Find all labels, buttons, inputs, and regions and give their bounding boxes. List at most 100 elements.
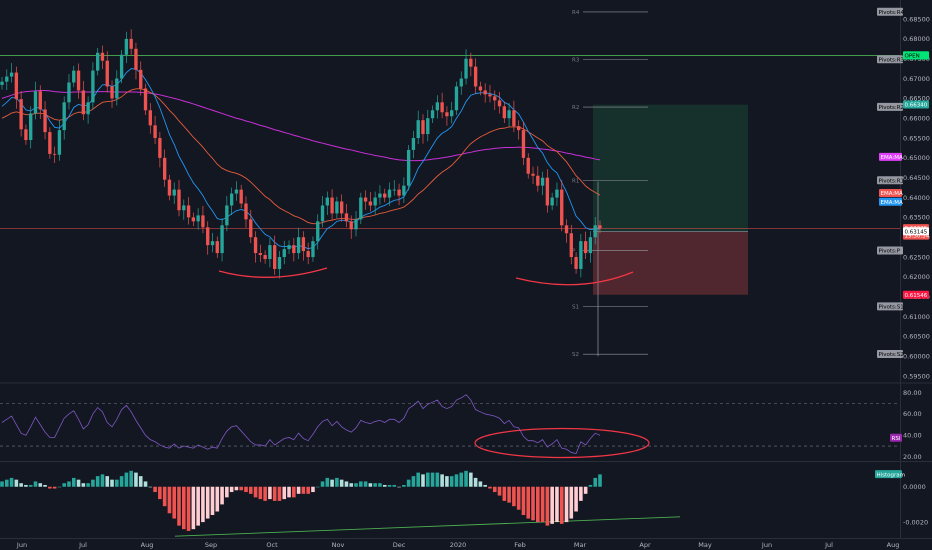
position-stop-zone[interactable] bbox=[593, 231, 748, 295]
price-tick-label: 0.67000 bbox=[903, 75, 930, 83]
candle bbox=[292, 238, 296, 262]
pivot-label-r3: R3 bbox=[572, 58, 580, 64]
candle-body bbox=[402, 185, 406, 196]
histogram-bar bbox=[38, 483, 43, 487]
rsi-tick-label: 80.00 bbox=[903, 389, 922, 397]
candle-body bbox=[191, 217, 196, 222]
date-label: Mar bbox=[574, 541, 587, 549]
candle-body bbox=[540, 177, 545, 186]
left-shoulder-curve[interactable] bbox=[218, 267, 328, 278]
candle bbox=[330, 189, 334, 221]
candle-body bbox=[249, 219, 253, 238]
date-label: Dec bbox=[393, 541, 406, 549]
time-axis[interactable]: Jun Jul Aug Sep Oct Nov Dec 2020 Feb Mar Apr May Jun… bbox=[16, 541, 899, 549]
candle-body bbox=[282, 249, 286, 258]
candle bbox=[86, 96, 90, 124]
candle bbox=[311, 236, 315, 262]
histogram-divergence-line[interactable] bbox=[174, 516, 681, 537]
candle bbox=[426, 109, 430, 142]
histogram-bar bbox=[325, 477, 330, 487]
candle-body bbox=[268, 245, 272, 260]
date-label: Aug bbox=[887, 541, 900, 549]
candle bbox=[564, 219, 569, 243]
indicator-tag: Histogram bbox=[875, 470, 905, 478]
rsi-tick-label: 60.00 bbox=[903, 410, 922, 418]
candle-body bbox=[507, 110, 511, 119]
date-label: Feb bbox=[514, 541, 526, 549]
candle-body bbox=[162, 157, 167, 180]
histogram-bar bbox=[435, 472, 440, 487]
candle bbox=[167, 174, 172, 201]
price-tick-label: 0.62000 bbox=[903, 273, 930, 281]
rsi-tick-label: 20.00 bbox=[903, 453, 922, 461]
candle bbox=[363, 190, 368, 210]
histogram-bar bbox=[354, 483, 358, 487]
candle bbox=[215, 236, 219, 258]
histogram-bar bbox=[454, 474, 459, 487]
candle bbox=[368, 191, 373, 212]
candle-body bbox=[81, 90, 86, 115]
histogram-bar bbox=[483, 484, 487, 487]
histogram-bar bbox=[459, 472, 464, 487]
histogram-bar bbox=[253, 486, 258, 498]
histogram-bar bbox=[296, 486, 301, 494]
candle-body bbox=[450, 110, 454, 117]
date-label: Sep bbox=[205, 541, 217, 549]
candle bbox=[258, 244, 263, 263]
histogram-bar bbox=[33, 481, 38, 487]
pivot-tag-s2: Pivots:S2 bbox=[877, 350, 904, 358]
candle bbox=[38, 85, 42, 120]
candle bbox=[536, 166, 540, 192]
candle bbox=[191, 212, 196, 227]
candle bbox=[421, 114, 425, 144]
histogram-bar bbox=[449, 476, 454, 487]
candle-body bbox=[320, 205, 325, 222]
long-position-box[interactable] bbox=[593, 104, 748, 295]
position-target-zone[interactable] bbox=[593, 104, 748, 232]
candle bbox=[239, 184, 243, 209]
rsi-divergence-circle[interactable] bbox=[474, 427, 650, 459]
histogram-bar bbox=[306, 486, 310, 494]
candle-body bbox=[311, 241, 315, 258]
candle bbox=[52, 146, 57, 164]
candle-body bbox=[134, 48, 138, 70]
histogram-bar bbox=[344, 481, 349, 487]
date-label: Jun bbox=[761, 541, 772, 549]
candle-body bbox=[526, 157, 530, 174]
candle bbox=[392, 180, 396, 196]
candle-body bbox=[387, 189, 392, 198]
candle bbox=[378, 185, 382, 205]
histogram-bar bbox=[244, 486, 248, 493]
candle-body bbox=[43, 109, 47, 133]
user-drawings[interactable] bbox=[174, 267, 681, 537]
candle-body bbox=[339, 201, 344, 214]
candle-body bbox=[38, 91, 42, 110]
candle bbox=[464, 49, 468, 85]
candle bbox=[33, 81, 38, 120]
histogram-bar bbox=[167, 486, 172, 514]
candle-body bbox=[574, 257, 578, 269]
histogram-bar bbox=[516, 486, 521, 510]
candle bbox=[560, 180, 564, 232]
candle bbox=[430, 105, 435, 123]
candle bbox=[339, 194, 344, 222]
pivot-tag-r2-text: Pivots:R2 bbox=[879, 105, 905, 111]
candle-body bbox=[158, 138, 162, 158]
candle-body bbox=[569, 233, 573, 258]
histogram-bar bbox=[492, 486, 497, 493]
date-label: Apr bbox=[639, 541, 651, 549]
candle bbox=[359, 192, 363, 225]
candle bbox=[483, 83, 487, 103]
candle bbox=[598, 220, 602, 234]
price-tick-label: 0.59500 bbox=[903, 372, 930, 380]
right-shoulder-curve[interactable] bbox=[515, 271, 634, 286]
candle bbox=[440, 92, 444, 119]
candle-body bbox=[306, 251, 310, 258]
indicator-tag: RSI bbox=[890, 433, 902, 442]
histogram-bar bbox=[282, 486, 287, 500]
candle-body bbox=[421, 120, 425, 135]
candle bbox=[287, 240, 291, 254]
candle bbox=[162, 149, 167, 187]
candle-body bbox=[143, 88, 148, 111]
